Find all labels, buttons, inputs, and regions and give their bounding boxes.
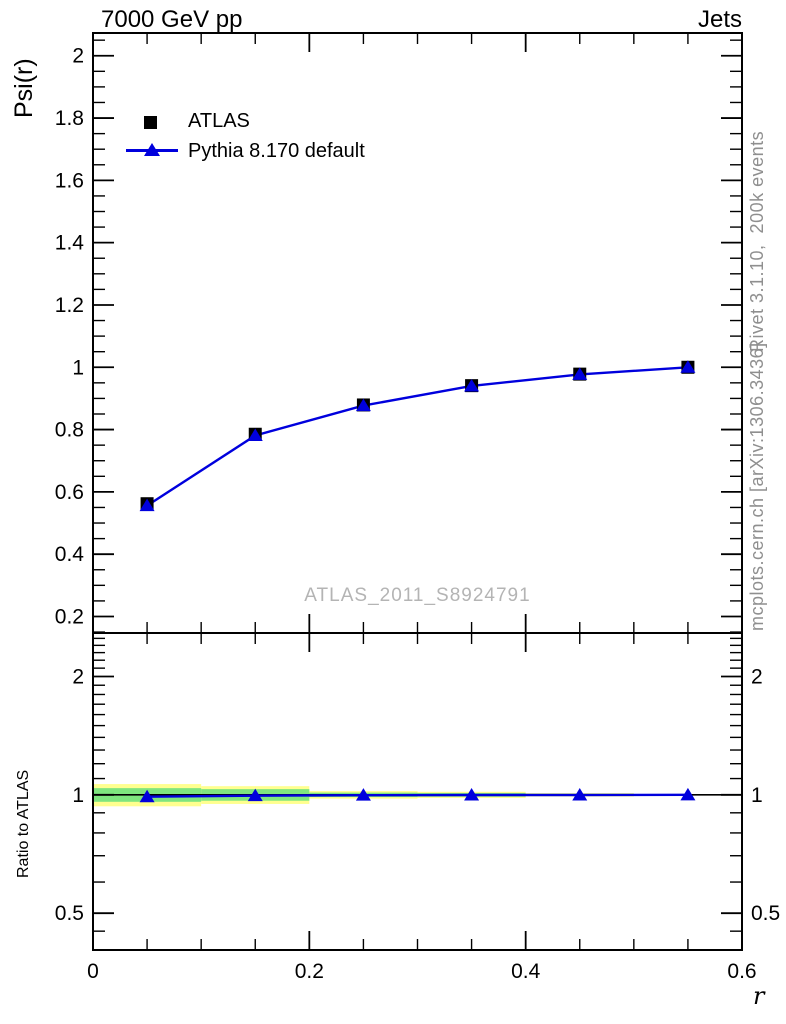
ratio-y-tick-label-right: 2: [751, 665, 763, 688]
y-axis-label-ratio: Ratio to ATLAS: [15, 769, 32, 878]
main-mc-triangle: [139, 498, 155, 512]
main-mc-triangle: [355, 398, 371, 412]
ratio-point-triangle: [464, 787, 480, 801]
ratio-y-tick-label-left: 0.5: [55, 902, 84, 925]
main-mc-line: [146, 366, 688, 507]
ratio-mc-line: [147, 793, 688, 798]
main-mc-triangle: [572, 367, 588, 380]
main-y-tick-label: 0.2: [55, 605, 84, 628]
ratio-point-triangle: [139, 789, 155, 803]
ratio-panel-frame: [92, 632, 743, 951]
x-tick-label: 0.6: [727, 960, 756, 983]
title-beam: 7000 GeV pp: [101, 6, 243, 33]
watermark-analysis-id: ATLAS_2011_S8924791: [304, 585, 531, 606]
ratio-y-tick-label-right: 1: [751, 784, 763, 807]
ratio-point-triangle: [247, 788, 263, 802]
main-y-tick-label: 1: [72, 356, 84, 379]
legend-label-atlas: ATLAS: [188, 110, 250, 132]
main-y-tick-label: 2: [72, 45, 84, 68]
main-y-tick-label: 0.6: [55, 481, 84, 504]
legend-label-pythia: Pythia 8.170 default: [188, 140, 365, 162]
x-axis-label: r: [753, 982, 765, 1010]
main-mc-triangle: [247, 428, 263, 441]
legend-marker-pythia-triangle: [144, 143, 160, 156]
legend-marker-atlas-square: [144, 116, 157, 129]
main-y-tick-label: 1.2: [55, 294, 84, 317]
side-text-generator: Rivet 3.1.10, 200k events: [747, 130, 767, 352]
ratio-y-tick-label-right: 0.5: [751, 902, 780, 925]
main-y-tick-label: 0.4: [55, 543, 85, 566]
x-tick-label: 0: [87, 960, 99, 983]
main-mc-triangle: [680, 360, 696, 373]
ratio-point-triangle: [680, 787, 696, 801]
title-process: Jets: [697, 6, 742, 33]
y-axis-label-main: Psi(r): [10, 58, 38, 118]
x-tick-label: 0.2: [295, 960, 324, 983]
x-tick-label: 0.4: [511, 960, 541, 983]
ratio-y-tick-label-left: 1: [72, 784, 84, 807]
main-y-tick-label: 1.8: [55, 107, 84, 130]
main-y-tick-label: 1.6: [55, 169, 84, 192]
ratio-point-triangle: [355, 788, 371, 801]
main-mc-triangle: [464, 378, 480, 392]
main-y-tick-label: 0.8: [55, 419, 84, 442]
main-y-tick-label: 1.4: [55, 232, 85, 255]
ratio-y-tick-label-left: 2: [72, 665, 84, 688]
side-text-source: mcplots.cern.ch [arXiv:1306.3436]: [747, 342, 767, 631]
ratio-point-triangle: [572, 787, 588, 801]
